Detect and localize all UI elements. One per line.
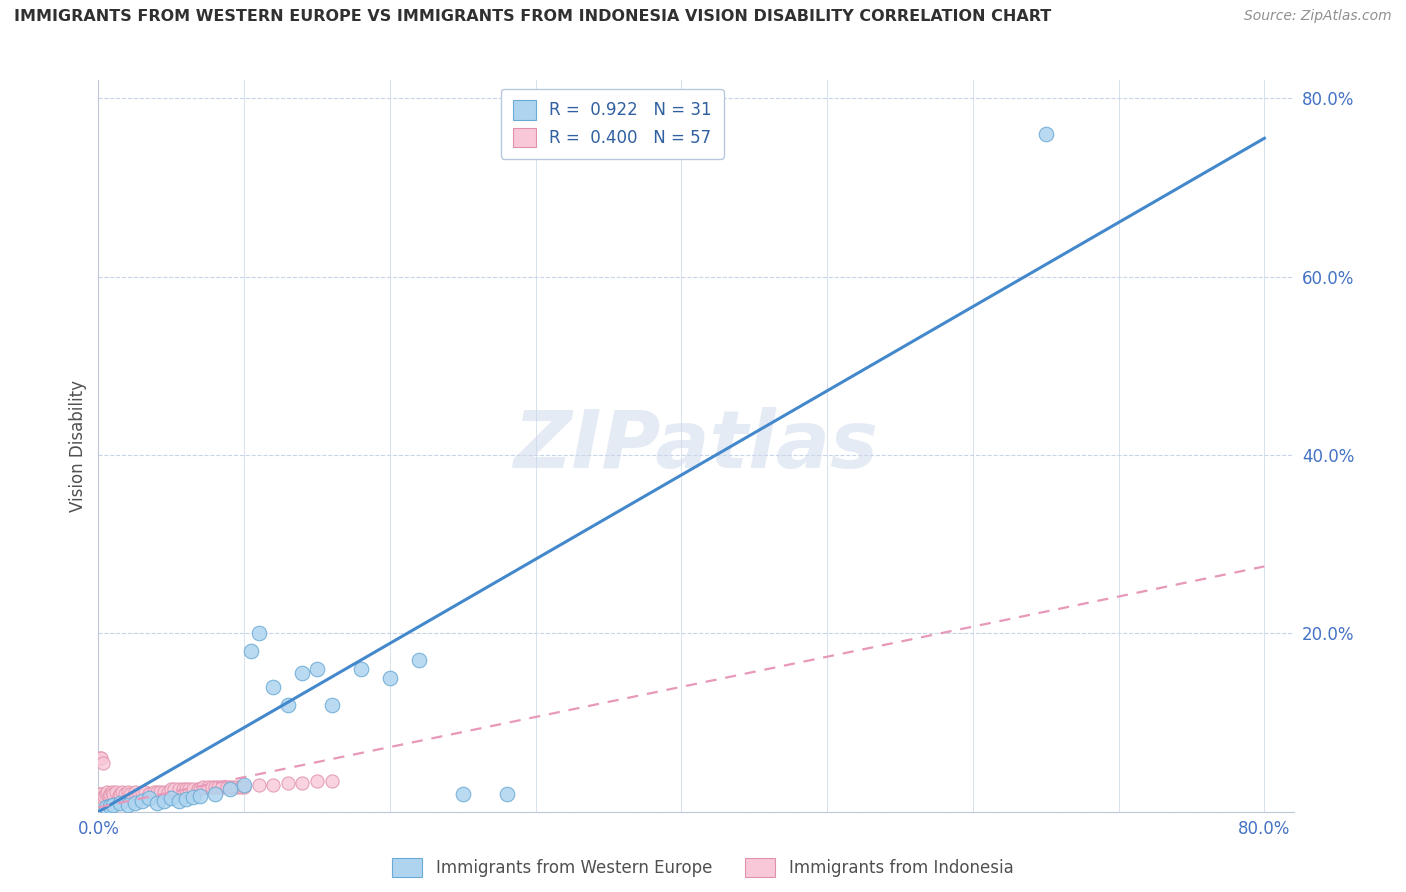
Point: [90, 751, 112, 765]
Point: [110, 787, 132, 801]
Point: [104, 785, 127, 799]
Point: [207, 780, 229, 794]
Point: [145, 796, 167, 810]
Point: [98, 787, 121, 801]
Point: [495, 787, 517, 801]
Point: [277, 698, 299, 712]
Point: [305, 773, 328, 788]
Point: [321, 773, 343, 788]
Point: [111, 785, 134, 799]
Point: [96, 785, 118, 799]
Point: [108, 789, 131, 803]
Point: [94, 800, 117, 814]
Point: [240, 644, 263, 658]
Point: [124, 796, 146, 810]
Text: IMMIGRANTS FROM WESTERN EUROPE VS IMMIGRANTS FROM INDONESIA VISION DISABILITY CO: IMMIGRANTS FROM WESTERN EUROPE VS IMMIGR…: [14, 9, 1052, 24]
Legend: Immigrants from Western Europe, Immigrants from Indonesia: Immigrants from Western Europe, Immigran…: [385, 851, 1021, 884]
Point: [350, 662, 373, 676]
Point: [225, 780, 247, 794]
Point: [218, 782, 240, 797]
Point: [117, 797, 139, 812]
Point: [94, 787, 117, 801]
Point: [149, 785, 172, 799]
Point: [174, 782, 197, 797]
Point: [145, 785, 167, 799]
Point: [131, 785, 153, 799]
Text: Source: ZipAtlas.com: Source: ZipAtlas.com: [1244, 9, 1392, 23]
Point: [134, 785, 156, 799]
Point: [160, 782, 183, 797]
Point: [167, 782, 190, 797]
Point: [128, 787, 150, 801]
Point: [218, 780, 240, 794]
Point: [190, 782, 212, 797]
Point: [157, 785, 180, 799]
Point: [277, 776, 299, 790]
Point: [114, 787, 136, 801]
Point: [110, 796, 132, 810]
Point: [160, 791, 183, 805]
Legend: R =  0.922   N = 31, R =  0.400   N = 57: R = 0.922 N = 31, R = 0.400 N = 57: [501, 88, 724, 159]
Point: [291, 776, 314, 790]
Point: [408, 653, 430, 667]
Point: [215, 780, 238, 794]
Point: [190, 789, 212, 803]
Y-axis label: Vision Disability: Vision Disability: [69, 380, 87, 512]
Point: [101, 797, 124, 812]
Point: [1035, 127, 1057, 141]
Point: [97, 789, 120, 803]
Point: [451, 787, 474, 801]
Point: [247, 778, 270, 792]
Point: [174, 792, 197, 806]
Point: [163, 782, 186, 797]
Point: [90, 787, 112, 801]
Point: [98, 799, 121, 814]
Point: [117, 785, 139, 799]
Point: [291, 666, 314, 681]
Point: [181, 782, 204, 797]
Point: [138, 787, 160, 801]
Point: [197, 780, 219, 794]
Point: [153, 785, 176, 799]
Point: [120, 787, 142, 801]
Point: [91, 791, 114, 805]
Point: [211, 780, 233, 794]
Point: [153, 794, 176, 808]
Point: [204, 787, 226, 801]
Point: [204, 780, 226, 794]
Point: [131, 794, 153, 808]
Point: [100, 785, 122, 799]
Point: [186, 782, 208, 797]
Point: [138, 791, 160, 805]
Text: ZIPatlas: ZIPatlas: [513, 407, 879, 485]
Point: [233, 778, 256, 792]
Point: [167, 794, 190, 808]
Point: [193, 780, 215, 794]
Point: [305, 662, 328, 676]
Point: [262, 680, 284, 694]
Point: [247, 626, 270, 640]
Point: [172, 782, 194, 797]
Point: [91, 756, 114, 770]
Point: [321, 698, 343, 712]
Point: [101, 787, 124, 801]
Point: [221, 780, 243, 794]
Point: [181, 790, 204, 805]
Point: [262, 778, 284, 792]
Point: [233, 780, 256, 794]
Point: [124, 785, 146, 799]
Point: [89, 751, 111, 765]
Point: [201, 780, 224, 794]
Point: [93, 789, 115, 803]
Point: [89, 787, 111, 801]
Point: [177, 782, 200, 797]
Point: [142, 785, 165, 799]
Point: [231, 780, 253, 794]
Point: [378, 671, 401, 685]
